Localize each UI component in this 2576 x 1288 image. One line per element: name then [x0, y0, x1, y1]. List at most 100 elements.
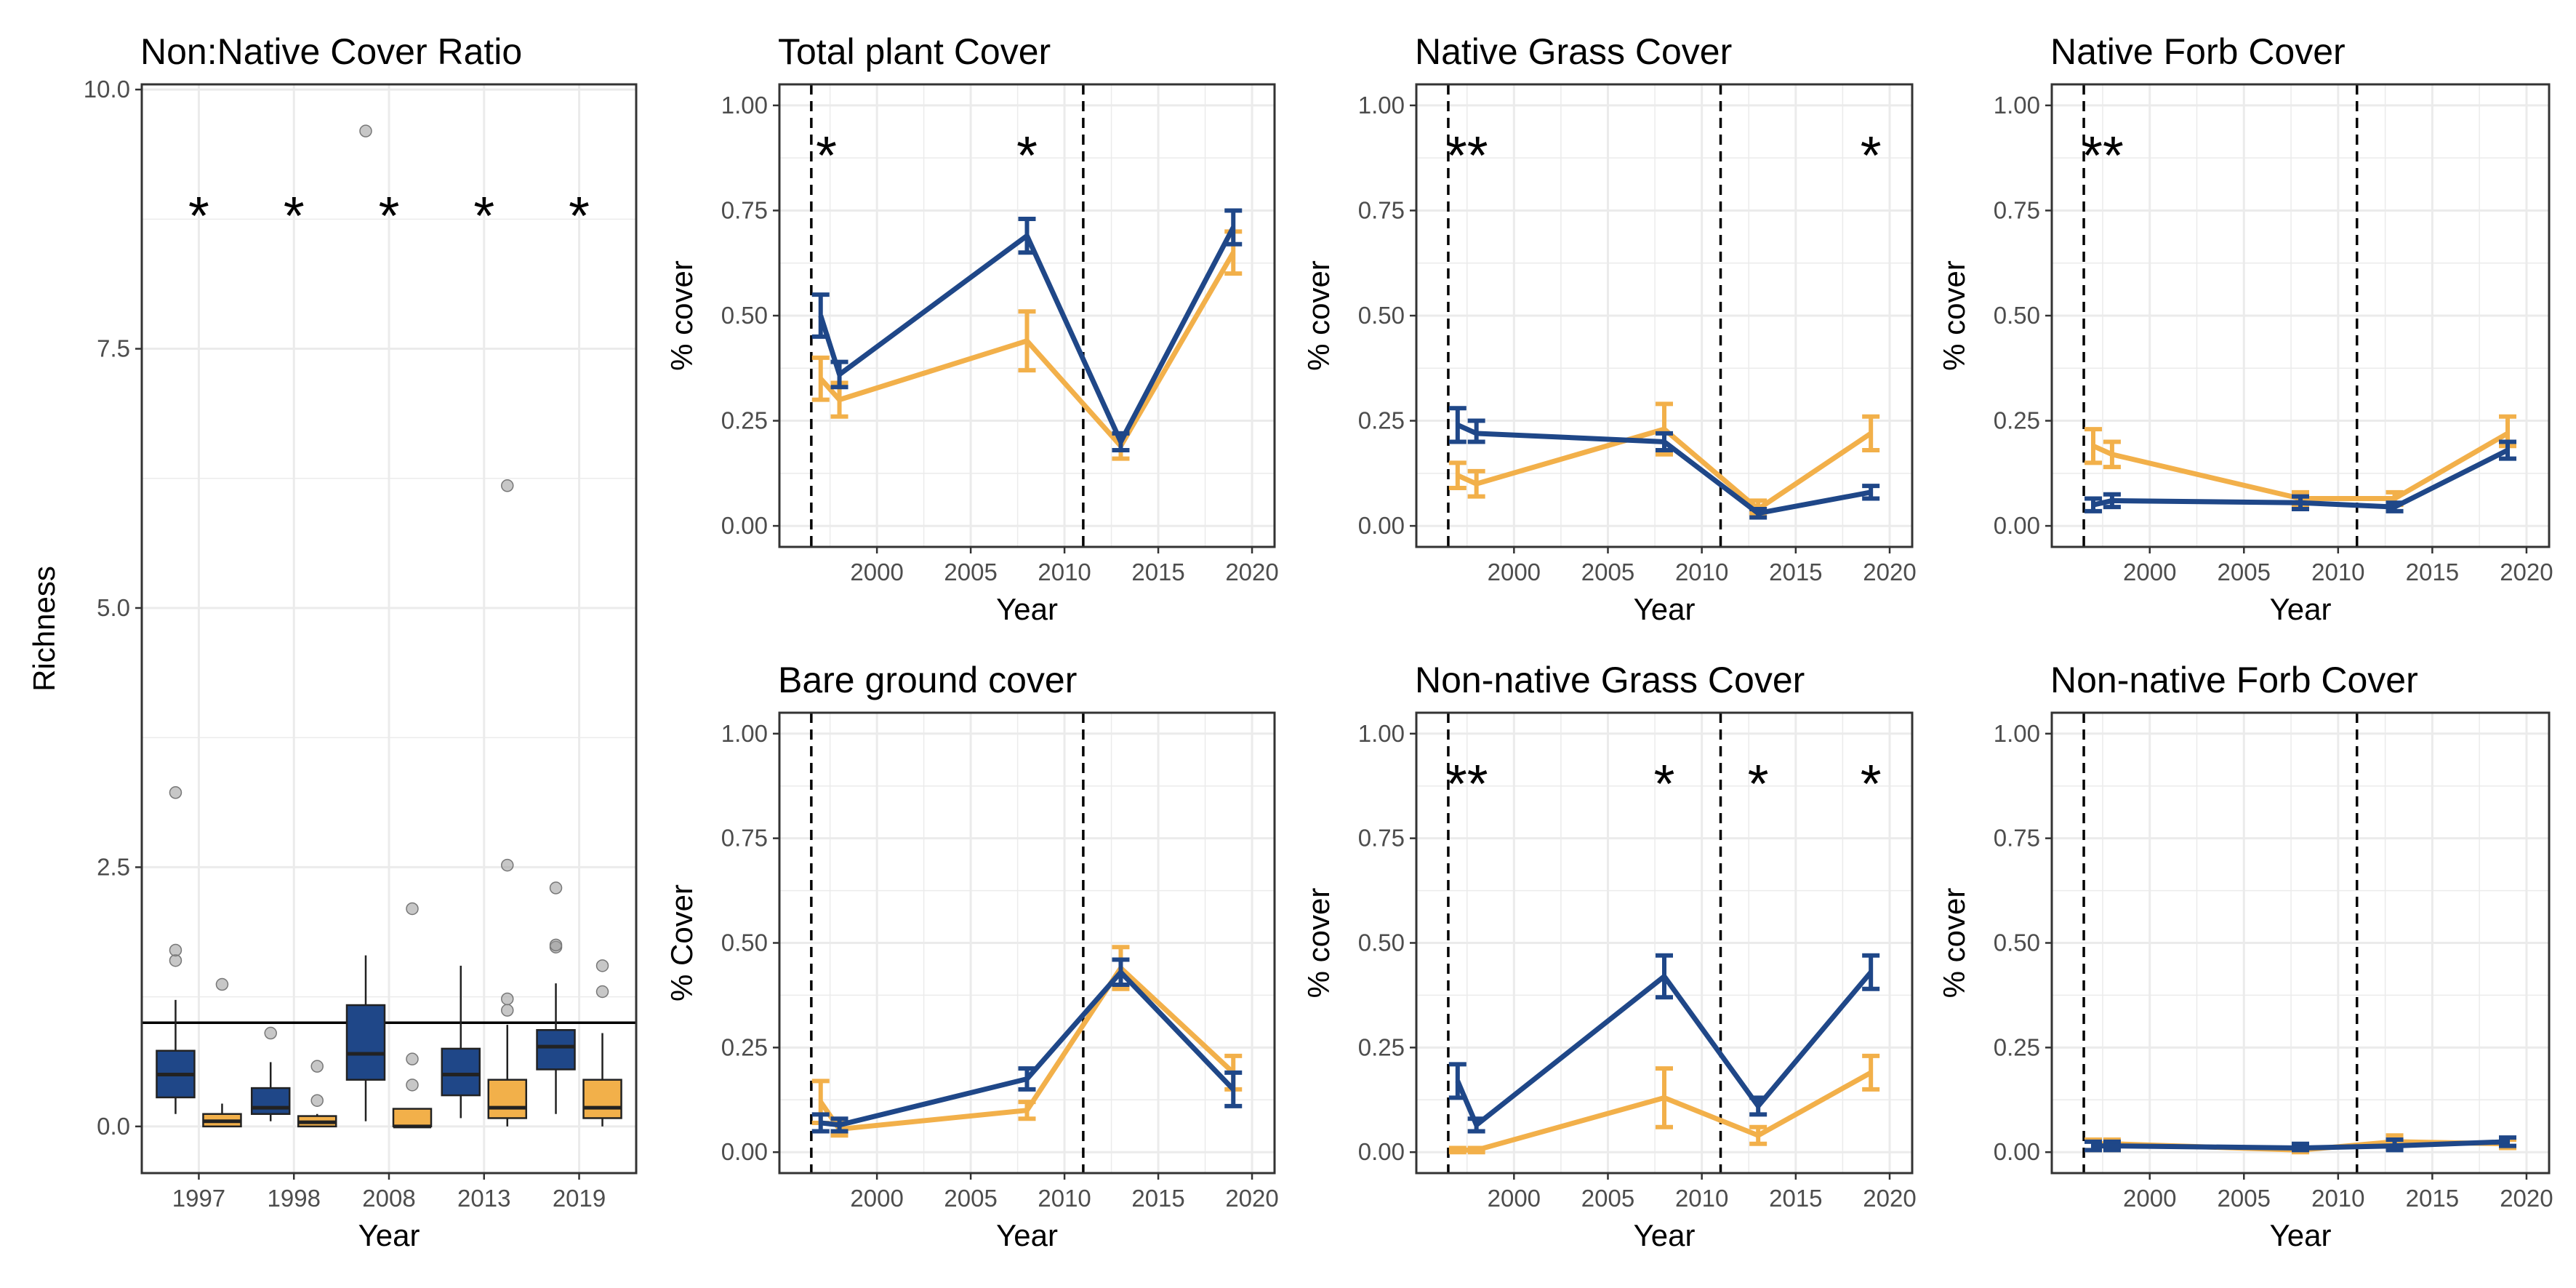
y-tick-label: 0.0	[97, 1113, 130, 1140]
box-1997-nonnative	[202, 977, 242, 1128]
box-outlier	[501, 992, 514, 1006]
y-tick-label: 0.50	[721, 929, 768, 956]
series-native	[811, 957, 1243, 1134]
significance-star: *	[1861, 753, 1882, 814]
box-outlier	[406, 1079, 419, 1092]
error-bar	[1467, 468, 1485, 499]
x-tick-label: 2005	[1581, 1185, 1634, 1212]
error-bar	[2499, 1135, 2516, 1148]
x-tick-label: 2015	[1769, 559, 1822, 585]
error-bar	[811, 1112, 830, 1134]
y-tick-label: 1.00	[1994, 720, 2040, 747]
box-2013-native	[441, 965, 481, 1119]
x-tick-label: 2000	[1488, 559, 1541, 585]
y-tick-label: 0.25	[1994, 407, 2040, 434]
y-tick-label: 0.75	[721, 825, 768, 852]
x-tick-label: 2005	[944, 559, 997, 585]
x-tick-label: 2000	[1488, 1185, 1541, 1212]
box-outlier	[501, 479, 514, 492]
x-axis-label: Year	[1634, 592, 1696, 626]
x-tick-label: 2010	[2311, 1185, 2364, 1212]
error-bar	[1018, 309, 1036, 373]
error-bar	[1448, 1145, 1466, 1155]
y-tick-label: 1.00	[1358, 92, 1405, 119]
box-outlier	[501, 858, 514, 872]
error-bar	[1749, 1124, 1768, 1146]
error-bar	[1448, 406, 1466, 444]
y-tick-label: 0.75	[1994, 196, 2040, 223]
significance-star: *	[1748, 753, 1769, 814]
significance-star: *	[284, 185, 305, 246]
x-axis-label: Year	[1634, 1218, 1696, 1252]
error-bar	[1862, 484, 1880, 501]
y-tick-label: 0.50	[721, 302, 768, 329]
error-bar	[1018, 217, 1036, 255]
significance-star: **	[1446, 753, 1488, 814]
significance-star: *	[1016, 125, 1038, 185]
y-tick-label: 0.25	[1358, 407, 1405, 434]
box-body	[487, 1079, 528, 1119]
series-native	[2085, 439, 2516, 513]
panel-title: Non-native Grass Cover	[1415, 660, 1805, 700]
box-outlier	[501, 1004, 514, 1017]
x-axis-label: Year	[996, 1218, 1058, 1252]
error-bar	[1467, 1116, 1485, 1134]
x-tick-label: 2005	[2218, 1185, 2271, 1212]
x-tick-label: 2000	[850, 1185, 903, 1212]
error-bar	[2103, 439, 2121, 470]
box-2019-native	[536, 881, 576, 1114]
error-bar	[2292, 1141, 2309, 1153]
x-tick-label: 2020	[2500, 559, 2553, 585]
box-outlier	[549, 881, 563, 895]
x-tick-label: 2000	[2123, 559, 2176, 585]
error-bar	[1224, 1070, 1243, 1108]
box-outlier	[595, 959, 609, 972]
x-axis-label: Year	[2270, 1218, 2332, 1252]
panel-title: Bare ground cover	[778, 660, 1077, 700]
series-native	[1448, 953, 1880, 1134]
box-body	[250, 1087, 291, 1115]
error-bar	[1448, 1062, 1466, 1100]
error-bar	[1862, 1053, 1880, 1092]
box-body	[345, 1004, 386, 1081]
y-tick-label: 0.25	[721, 1033, 768, 1060]
x-axis-label: Year	[358, 1218, 420, 1252]
error-bar	[1862, 953, 1880, 991]
x-tick-label: 2010	[1675, 559, 1728, 585]
y-axis-label: % cover	[1301, 888, 1336, 999]
y-tick-label: 0.50	[1358, 302, 1405, 329]
error-bar	[1018, 1100, 1036, 1121]
significance-star: *	[1654, 753, 1675, 814]
box-2008-native	[345, 124, 386, 1121]
significance-star: *	[816, 125, 837, 185]
error-bar	[1467, 1145, 1485, 1155]
x-tick-label: 2015	[1131, 1185, 1184, 1212]
error-bar	[1467, 418, 1485, 444]
error-bar	[1656, 1066, 1673, 1129]
y-axis-label: % cover	[1301, 260, 1336, 371]
error-bar	[1656, 953, 1673, 1000]
y-tick-label: 0.00	[1994, 1138, 2040, 1165]
x-tick-label: 2020	[1863, 559, 1916, 585]
significance-star: *	[473, 185, 494, 246]
y-tick-label: 0.25	[1994, 1033, 2040, 1060]
error-bar	[811, 355, 830, 402]
box-1997-native	[156, 786, 196, 1114]
y-tick-label: 2.5	[97, 853, 130, 880]
x-tick-label: 2020	[2500, 1185, 2553, 1212]
box-body	[536, 1029, 576, 1071]
significance-star: **	[2082, 125, 2124, 185]
error-bar	[1224, 208, 1243, 247]
y-tick-label: 0.50	[1994, 929, 2040, 956]
box-body	[441, 1047, 481, 1097]
x-tick-label: 2015	[2406, 1185, 2459, 1212]
error-bar	[811, 292, 830, 339]
error-bar	[1112, 957, 1130, 988]
box-outlier	[215, 977, 229, 991]
x-tick-label: 2019	[553, 1185, 606, 1212]
error-bar	[2386, 500, 2404, 513]
box-outlier	[264, 1026, 277, 1040]
significance-star: **	[1446, 125, 1488, 185]
